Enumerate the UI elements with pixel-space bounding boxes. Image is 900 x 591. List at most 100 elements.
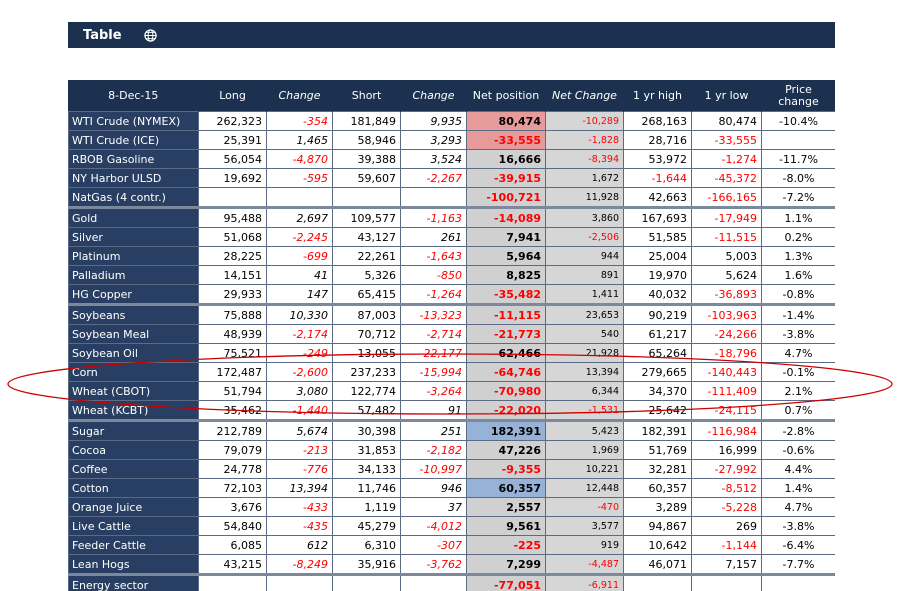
- long-change-cell: -8,249: [266, 554, 333, 575]
- year-low-cell: -166,165: [691, 187, 762, 208]
- net-position-cell: -225: [466, 535, 546, 555]
- price-change-cell: 2.1%: [761, 381, 835, 401]
- globe-icon[interactable]: [143, 28, 157, 42]
- year-high-cell: 25,642: [623, 400, 692, 421]
- commodity-name: NatGas (4 contr.): [68, 187, 199, 208]
- short-cell: 13,055: [332, 343, 401, 363]
- table-row: Coffee 24,778 -776 34,133 -10,997 -9,355 10,22…: [68, 459, 835, 479]
- table-row: Soybeans 75,888 10,330 87,003 -13,323 -11,115…: [68, 303, 835, 325]
- net-position-cell: -77,051: [466, 573, 546, 591]
- year-low-cell: -27,992: [691, 459, 762, 479]
- year-low-cell: 7,157: [691, 554, 762, 575]
- long-cell: 6,085: [198, 535, 267, 555]
- price-change-cell: 1.1%: [761, 206, 835, 228]
- year-low-cell: -140,443: [691, 362, 762, 382]
- short-change-cell: -2,267: [400, 168, 467, 188]
- year-high-cell: 3,289: [623, 497, 692, 517]
- net-position-cell: -39,915: [466, 168, 546, 188]
- short-change-cell: -2,182: [400, 440, 467, 460]
- long-cell: 48,939: [198, 324, 267, 344]
- year-high-cell: 53,972: [623, 149, 692, 169]
- year-low-cell: 16,999: [691, 440, 762, 460]
- net-change-cell: -10,289: [545, 111, 624, 131]
- long-cell: 29,933: [198, 284, 267, 305]
- short-change-cell: 91: [400, 400, 467, 421]
- net-position-cell: -22,020: [466, 400, 546, 421]
- table-row: Soybean Meal 48,939 -2,174 70,712 -2,714 -21,…: [68, 324, 835, 344]
- short-cell: 43,127: [332, 227, 401, 247]
- long-change-cell: 3,080: [266, 381, 333, 401]
- table-row: HG Copper 29,933 147 65,415 -1,264 -35,482 1,4…: [68, 284, 835, 305]
- net-change-cell: 944: [545, 246, 624, 266]
- net-position-cell: 7,299: [466, 554, 546, 575]
- year-low-cell: -24,115: [691, 400, 762, 421]
- short-cell: 87,003: [332, 303, 401, 325]
- price-change-cell: 0.2%: [761, 227, 835, 247]
- net-position-cell: 9,561: [466, 516, 546, 536]
- short-change-cell: -1,643: [400, 246, 467, 266]
- year-high-cell: 94,867: [623, 516, 692, 536]
- net-position-cell: 182,391: [466, 419, 546, 441]
- year-high-cell: 60,357: [623, 478, 692, 498]
- long-change-cell: 612: [266, 535, 333, 555]
- commodity-name: WTI Crude (ICE): [68, 130, 199, 150]
- net-change-cell: 1,672: [545, 168, 624, 188]
- net-position-cell: -100,721: [466, 187, 546, 208]
- table-row: Cotton 72,103 13,394 11,746 946 60,357 12,448 6…: [68, 478, 835, 498]
- long-cell: 25,391: [198, 130, 267, 150]
- short-change-cell: -850: [400, 265, 467, 285]
- price-change-cell: -10.4%: [761, 111, 835, 131]
- net-change-cell: 3,860: [545, 206, 624, 228]
- net-change-cell: 23,653: [545, 303, 624, 325]
- year-low-cell: -5,228: [691, 497, 762, 517]
- column-header-short: Short: [332, 80, 401, 112]
- long-cell: 212,789: [198, 419, 267, 441]
- year-low-cell: -33,555: [691, 130, 762, 150]
- table-row: Lean Hogs 43,215 -8,249 35,916 -3,762 7,299 -4…: [68, 554, 835, 575]
- long-cell: 28,225: [198, 246, 267, 266]
- cot-table: 8-Dec-15 Long Change Short Change Net po…: [68, 80, 835, 591]
- table-header-row: 8-Dec-15 Long Change Short Change Net po…: [68, 80, 835, 112]
- long-change-cell: [266, 187, 333, 208]
- net-position-cell: 47,226: [466, 440, 546, 460]
- year-low-cell: 269: [691, 516, 762, 536]
- net-change-cell: 1,969: [545, 440, 624, 460]
- net-change-cell: -2,506: [545, 227, 624, 247]
- price-change-cell: -0.8%: [761, 284, 835, 305]
- price-change-cell: -0.1%: [761, 362, 835, 382]
- table-row: Orange Juice 3,676 -433 1,119 37 2,557 -470 3,2…: [68, 497, 835, 517]
- price-change-cell: -7.7%: [761, 554, 835, 575]
- net-change-cell: 10,221: [545, 459, 624, 479]
- column-header-net-position: Net position: [466, 80, 546, 112]
- year-high-cell: 167,693: [623, 206, 692, 228]
- table-row: Energy sector -77,051 -6,911: [68, 573, 835, 591]
- table-row: Soybean Oil 75,521 -249 13,055 -22,177 62,466…: [68, 343, 835, 363]
- short-cell: 31,853: [332, 440, 401, 460]
- commodity-name: NY Harbor ULSD: [68, 168, 199, 188]
- table-row: WTI Crude (ICE) 25,391 1,465 58,946 3,293 -33…: [68, 130, 835, 150]
- short-cell: 65,415: [332, 284, 401, 305]
- net-position-cell: -35,482: [466, 284, 546, 305]
- net-change-cell: 21,928: [545, 343, 624, 363]
- short-cell: 11,746: [332, 478, 401, 498]
- table-row: Palladium 14,151 41 5,326 -850 8,825 891 19,970…: [68, 265, 835, 285]
- net-position-cell: -33,555: [466, 130, 546, 150]
- net-change-cell: 12,448: [545, 478, 624, 498]
- net-position-cell: 16,666: [466, 149, 546, 169]
- column-header-short-change: Change: [400, 80, 467, 112]
- short-change-cell: [400, 187, 467, 208]
- year-low-cell: -24,266: [691, 324, 762, 344]
- short-change-cell: -13,323: [400, 303, 467, 325]
- long-change-cell: 1,465: [266, 130, 333, 150]
- year-high-cell: [623, 573, 692, 591]
- column-header-long: Long: [198, 80, 267, 112]
- table-row: Wheat (CBOT) 51,794 3,080 122,774 -3,264 -70,…: [68, 381, 835, 401]
- short-change-cell: -3,762: [400, 554, 467, 575]
- net-change-cell: -1,828: [545, 130, 624, 150]
- net-position-cell: -11,115: [466, 303, 546, 325]
- short-change-cell: -22,177: [400, 343, 467, 363]
- long-cell: 35,462: [198, 400, 267, 421]
- year-high-cell: 19,970: [623, 265, 692, 285]
- long-change-cell: 2,697: [266, 206, 333, 228]
- long-change-cell: [266, 573, 333, 591]
